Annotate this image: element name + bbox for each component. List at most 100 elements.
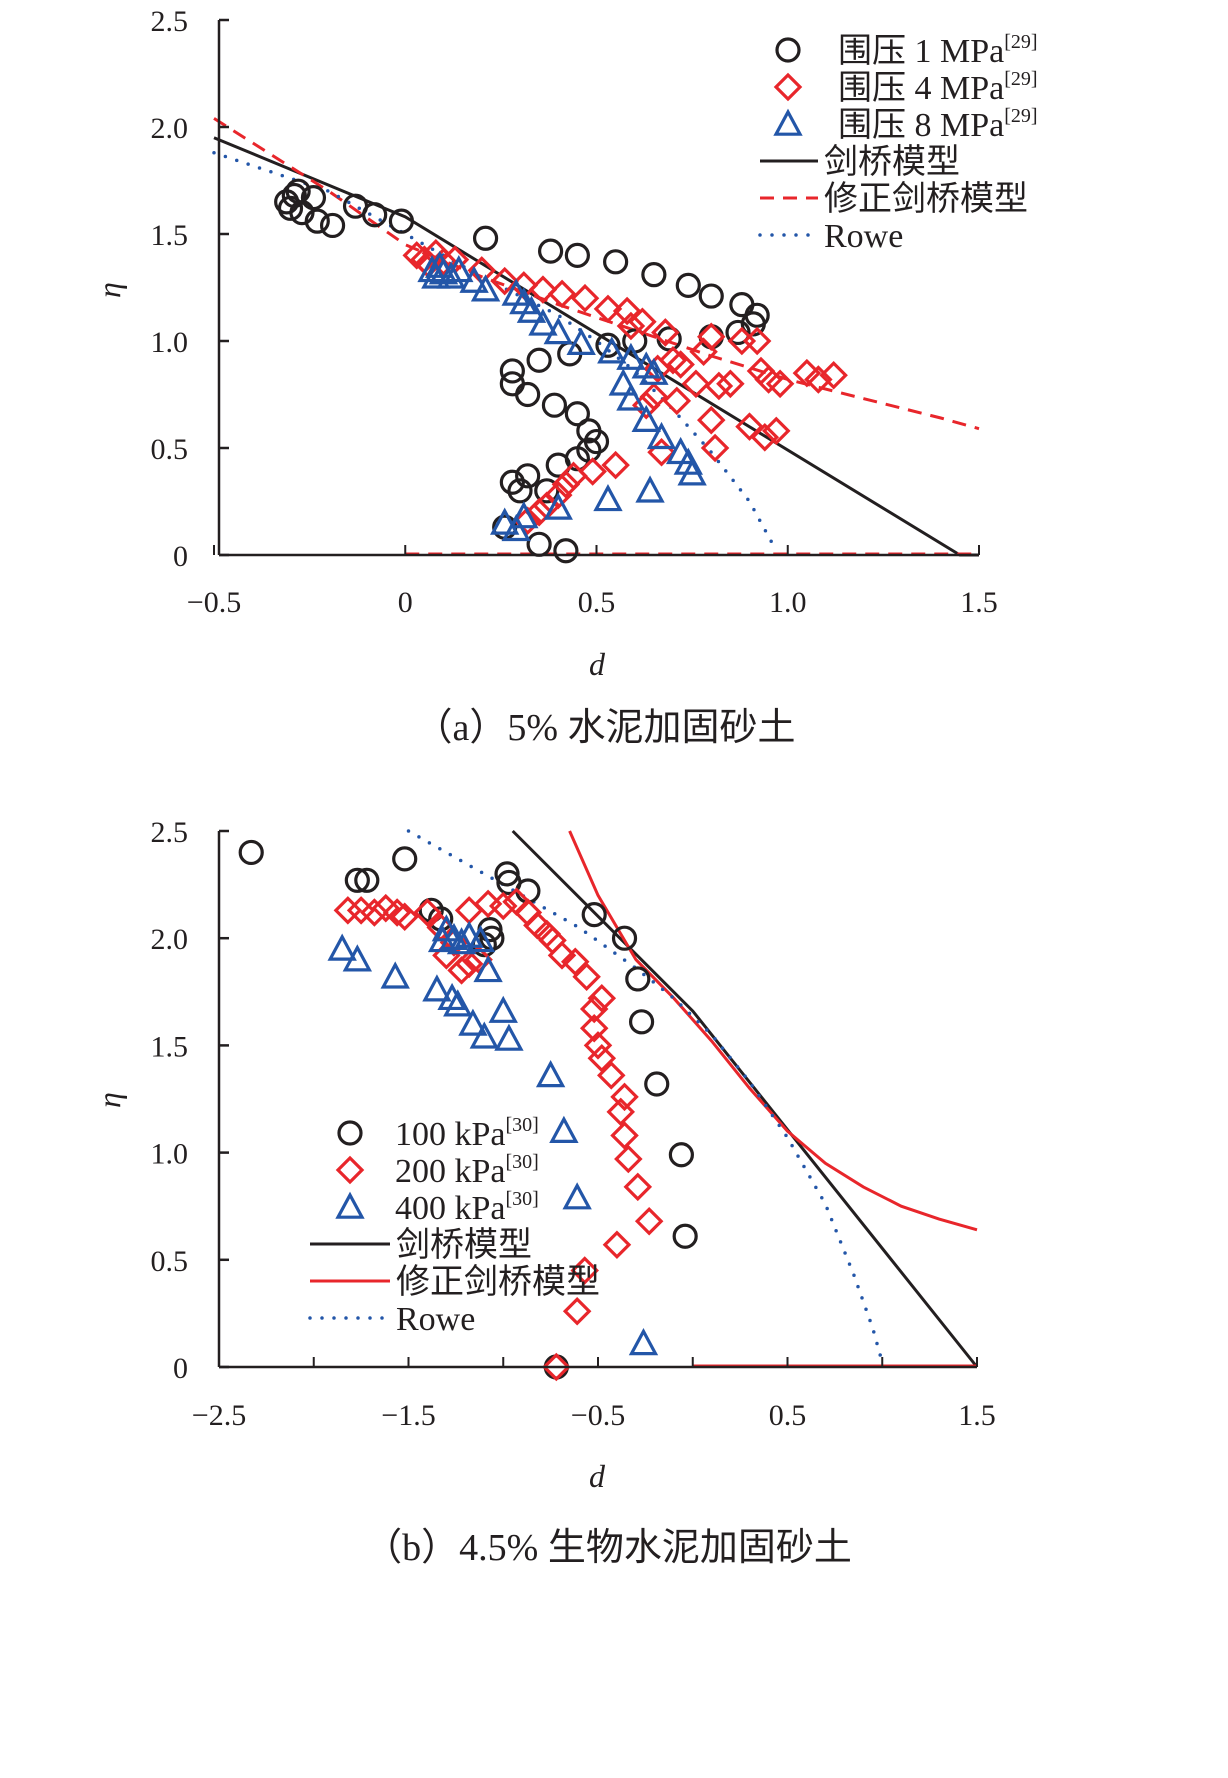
chart-a-series-2-point — [436, 261, 466, 289]
chart-b-legend-label-0: 100 kPa[30] — [395, 1114, 539, 1153]
chart-a-series-2-point — [470, 274, 501, 302]
chart-a-series-0-point — [541, 392, 568, 418]
chart-a-series-0-point — [553, 538, 579, 564]
chart-b-series-1-point — [547, 941, 577, 970]
chart-b-ytick-label: 0 — [173, 1352, 188, 1385]
chart-b-series-1-point — [614, 1144, 643, 1174]
chart-a-series-0-point — [641, 262, 667, 288]
chart-a-series-0-point — [388, 208, 415, 234]
chart-a-series-0-point — [515, 381, 541, 408]
chart-a-series-2-point — [635, 475, 665, 503]
chart-a-series-2-point — [677, 458, 707, 486]
chart-b-line-0 — [511, 829, 979, 1368]
chart-a-series-2-point — [428, 257, 459, 285]
chart-b-series-1-point — [606, 1097, 636, 1127]
chart-b-series-1-point — [610, 1082, 639, 1112]
chart-a-series-0-point — [304, 208, 330, 234]
chart-a-xtick-label: 0.5 — [578, 586, 616, 619]
chart-a-legend-marker-2 — [773, 108, 803, 136]
chart-b-series-1-point — [542, 1352, 571, 1382]
chart-a-series-1-point — [570, 283, 600, 313]
chart-a-series-1-point — [551, 470, 581, 499]
chart-a-series-1-point — [666, 350, 695, 379]
chart-b-legend-marker-1 — [335, 1155, 365, 1185]
chart-b-ylabel: η — [91, 1092, 127, 1108]
chart-a: 0 0.5 1.0 1.5 2.0 2.5 −0.5 0 0.5 1.0 1.5 d η （a）5%… — [91, 5, 1038, 749]
chart-a-series-2-point — [444, 255, 474, 283]
chart-a-series-2-point — [616, 383, 646, 411]
chart-a-series-1-point — [662, 386, 692, 416]
chart-b-series-2-point — [562, 1182, 592, 1210]
chart-b-ytick-label: 2.5 — [151, 816, 189, 849]
chart-a-series-2-point — [528, 308, 558, 336]
chart-b-series-1-point — [579, 994, 609, 1024]
chart-a-series-0-point — [698, 324, 724, 350]
chart-b-series-1-point — [570, 1256, 599, 1285]
chart-b-legend-marker-0 — [337, 1120, 363, 1146]
chart-b-series-2-point — [437, 982, 467, 1011]
chart-b-series-1-point — [382, 898, 412, 927]
chart-a-caption: （a）5% 水泥加固砂土 — [414, 707, 795, 749]
chart-b-series-2-point — [473, 954, 503, 983]
chart-a-series-1-point — [700, 433, 730, 463]
chart-b-series-0-point — [344, 867, 370, 893]
chart-a-series-1-point — [750, 423, 780, 452]
chart-a-xtick-label: 1.0 — [769, 586, 807, 619]
chart-a-series-0-point — [499, 358, 525, 384]
chart-b-legend-label-2: 400 kPa[30] — [395, 1188, 539, 1227]
chart-b-legend: 100 kPa[30]200 kPa[30]400 kPa[30]剑桥模型修正剑… — [308, 1114, 600, 1338]
chart-b-ytick-label: 1.0 — [151, 1138, 189, 1171]
chart-a-xlabel: d — [589, 646, 606, 682]
chart-b-series-1-point — [390, 902, 419, 932]
chart-b-ytick-label: 1.5 — [151, 1030, 189, 1063]
chart-b-series-1-point — [464, 945, 493, 974]
chart-a-axes: 0 0.5 1.0 1.5 2.0 2.5 −0.5 0 0.5 1.0 1.5 — [151, 5, 998, 619]
chart-a-series-0-point — [526, 347, 552, 373]
chart-b-series-2-point — [446, 927, 477, 955]
chart-a-legend-marker-1 — [773, 72, 803, 102]
chart-a-series-1-point — [804, 365, 833, 394]
chart-a-series-2-point — [608, 368, 638, 396]
chart-a-series-0-point — [472, 225, 499, 251]
chart-a-xtick-label: −0.5 — [187, 586, 241, 619]
chart-b-series-0-point — [625, 966, 651, 992]
chart-b-series-1-point — [562, 1296, 592, 1326]
chart-a-legend-label-line-2: Rowe — [824, 218, 903, 255]
chart-a-series-1-point — [704, 371, 734, 401]
chart-b-series-1-point — [488, 891, 518, 921]
chart-a-ytick-label: 0 — [173, 540, 188, 573]
chart-a-series-2-point — [501, 513, 531, 542]
chart-a-series-2-point — [673, 447, 703, 475]
chart-a-xtick-label: 1.5 — [960, 586, 998, 619]
chart-b-series-1-point — [333, 896, 363, 925]
chart-a-xtick-label: 0 — [398, 586, 413, 619]
chart-a-series-0-point — [319, 212, 346, 239]
chart-a-series-0-point — [725, 319, 751, 346]
chart-b-series-1-point — [623, 1172, 653, 1202]
chart-b-axes: 0 0.5 1.0 1.5 2.0 2.5 −2.5 −1.5 −0.5 0.5 1.5 — [151, 816, 996, 1432]
chart-b-series-1-point — [579, 1013, 609, 1043]
chart-b-ytick-label: 2.0 — [151, 923, 189, 956]
chart-b-series-2-point — [327, 933, 357, 961]
chart-a-series-0-point — [564, 401, 590, 427]
chart-b-legend-label-line-1: 修正剑桥模型 — [396, 1263, 600, 1301]
chart-a-series-1-point — [735, 412, 764, 441]
chart-a-legend: 围压 1 MPa[29]围压 4 MPa[29]围压 8 MPa[29]剑桥模型… — [758, 31, 1038, 255]
chart-a-series-0-point — [545, 452, 571, 478]
chart-a-line-2 — [212, 150, 779, 553]
chart-a-series-1-point — [513, 506, 542, 536]
chart-a-series-1-point — [639, 382, 669, 411]
chart-b-series-1-point — [572, 962, 601, 992]
chart-b-series-0-point — [611, 925, 638, 951]
chart-a-series-1-point — [578, 457, 607, 486]
chart-a-series-1-point — [628, 307, 657, 337]
chart-b-legend-marker-2 — [335, 1191, 365, 1219]
chart-a-series-0-point — [499, 469, 525, 495]
chart-b-series-1-point — [560, 947, 590, 977]
chart-a-series-1-point — [696, 405, 726, 435]
chart-a-series-0-point — [537, 238, 564, 264]
chart-a-series-1-point — [612, 296, 642, 326]
chart-a-series-1-point — [658, 345, 688, 375]
chart-a-series-1-point — [643, 354, 672, 384]
chart-b-legend-label-line-2: Rowe — [396, 1301, 475, 1338]
